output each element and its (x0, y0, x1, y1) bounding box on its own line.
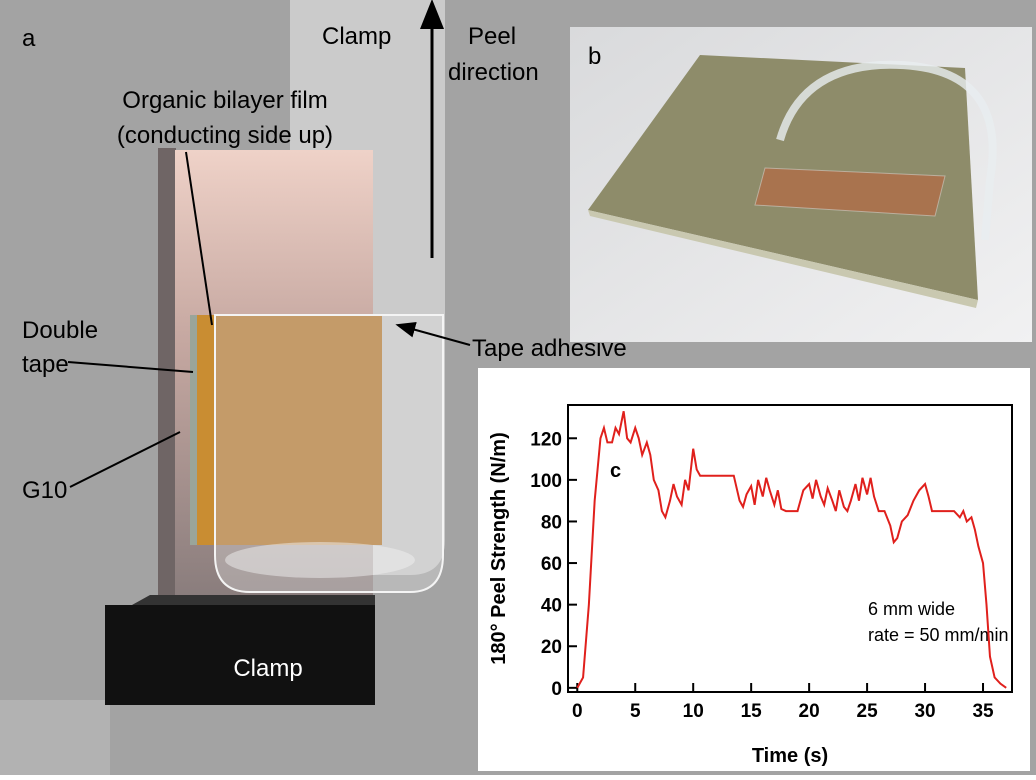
x-tick-label: 35 (972, 701, 994, 722)
y-tick-label: 40 (541, 596, 562, 617)
x-tick-label: 0 (572, 701, 583, 722)
label: Clamp (322, 23, 391, 50)
y-tick-label: 80 (541, 512, 562, 533)
label: Double (22, 317, 98, 344)
label: (conducting side up) (117, 122, 333, 149)
g10-side (158, 148, 176, 608)
label: G10 (22, 477, 67, 504)
tape-curl (225, 542, 415, 578)
x-tick-label: 25 (857, 701, 879, 722)
label: Peel (468, 23, 516, 50)
figure: a Clamp Peel direction Organic bilayer f… (0, 0, 1036, 775)
y-tick-label: 0 (551, 679, 562, 700)
label: Organic bilayer film (122, 87, 327, 114)
page: a Clamp Peel direction Organic bilayer f… (0, 0, 1036, 780)
y-axis-label: 180° Peel Strength (N/m) (488, 432, 510, 665)
y-tick-label: 20 (541, 637, 562, 658)
label: Clamp (233, 655, 302, 682)
x-tick-label: 10 (683, 701, 704, 722)
label: direction (448, 59, 539, 86)
x-axis-label: Time (s) (752, 745, 828, 767)
label: tape (22, 351, 69, 378)
x-tick-label: 20 (799, 701, 820, 722)
panel-label: c (610, 460, 621, 482)
panel-label: a (22, 25, 36, 52)
panel-label: b (588, 43, 601, 70)
y-tick-label: 100 (530, 471, 562, 492)
annotation: 6 mm wide (868, 599, 955, 619)
x-tick-label: 5 (630, 701, 641, 722)
y-tick-label: 120 (530, 429, 562, 450)
x-tick-label: 15 (741, 701, 763, 722)
film-edge (197, 315, 215, 545)
floor (0, 700, 110, 775)
x-tick-label: 30 (914, 701, 935, 722)
y-tick-label: 60 (541, 554, 562, 575)
